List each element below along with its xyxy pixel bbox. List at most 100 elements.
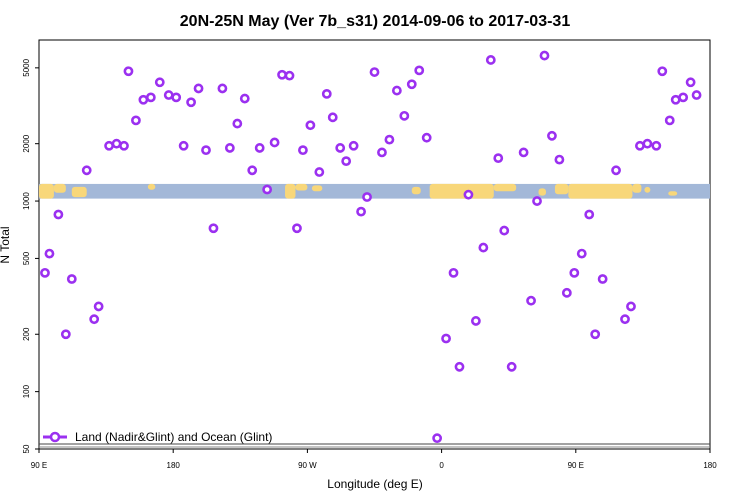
data-point [186,97,196,108]
data-point [651,140,662,151]
data-point [664,115,675,126]
data-point [341,156,352,167]
data-point [454,361,465,372]
y-tick-label: 500 [22,251,31,265]
data-point [441,333,451,344]
data-point [670,94,681,105]
data-point [193,83,204,94]
data-point [626,301,636,312]
y-tick-label: 200 [22,327,31,341]
data-point [362,192,372,202]
data-point [377,147,387,158]
data-point [40,267,50,278]
x-tick-label: 180 [167,461,181,470]
data-point [53,209,64,220]
data-point [254,143,265,153]
data-point [691,90,702,100]
land-mass [568,183,633,199]
data-point [597,274,608,284]
data-points [40,50,702,444]
data-point [414,65,425,76]
data-point [145,92,156,103]
data-point [178,140,189,151]
data-point [406,79,417,90]
land-mass [53,183,66,193]
data-point [506,361,517,372]
land-mass [668,191,678,196]
data-point [305,120,316,131]
data-point [81,165,92,176]
y-axis: 50 100 200 500 1000 2000 5000 [22,58,39,453]
y-tick-label: 1000 [22,192,31,210]
data-point [327,112,338,123]
data-point [620,314,630,325]
data-point [478,242,489,253]
data-point [123,66,134,77]
data-point [569,267,580,278]
land-mass [554,183,569,195]
legend-entry-label: Land (Nadir&Glint) and Ocean (Glint) [75,430,272,444]
data-point [321,88,332,99]
data-point [44,248,55,259]
data-point [314,167,325,177]
data-point [247,165,258,176]
data-point [369,67,380,77]
data-point [399,110,410,121]
data-point [163,90,174,100]
data-point [526,295,536,306]
data-point [111,138,122,149]
data-point [335,143,346,153]
data-point [239,93,250,104]
data-point [657,66,668,77]
data-point [493,153,504,164]
data-point [391,85,402,96]
data-point [547,130,557,141]
plot-area [38,39,711,450]
map-strip [39,183,710,199]
x-axis-label: Longitude (deg E) [327,477,422,491]
data-point [348,140,359,151]
land-mass [147,183,156,190]
data-point [518,147,529,158]
chart-title: 20N-25N May (Ver 7b_s31) 2014-09-06 to 2… [180,13,571,30]
y-tick-label: 100 [22,384,31,398]
land-mass [311,185,323,192]
data-point [470,316,481,326]
data-point [635,140,645,151]
data-point [584,209,595,220]
data-point [532,196,542,206]
data-point [277,69,287,80]
data-point [60,329,71,340]
data-point [269,137,280,148]
data-point [384,134,395,145]
land-mass [429,183,494,199]
y-tick-label: 5000 [22,58,31,76]
data-point [432,433,443,444]
data-point [463,189,474,200]
data-point [678,92,689,103]
data-point [611,165,621,176]
data-point [171,92,182,103]
data-point [685,77,696,88]
data-point [284,70,295,81]
data-point [154,77,165,88]
land-mass [71,186,87,198]
data-point [104,140,114,151]
land-mass [644,186,651,193]
data-point [421,132,432,143]
x-tick-label: 90 E [568,461,584,470]
data-point [499,225,510,236]
x-tick-label: 180 [703,461,717,470]
data-point [119,140,129,151]
plot-frame [38,39,711,450]
data-point [292,223,302,234]
land-mass [538,188,546,196]
data-point [208,223,219,234]
y-axis-label: N Total [0,226,12,263]
data-point [217,83,228,94]
data-point [138,94,149,105]
data-point [590,329,601,340]
data-point [448,267,459,278]
land-mass [493,183,517,192]
